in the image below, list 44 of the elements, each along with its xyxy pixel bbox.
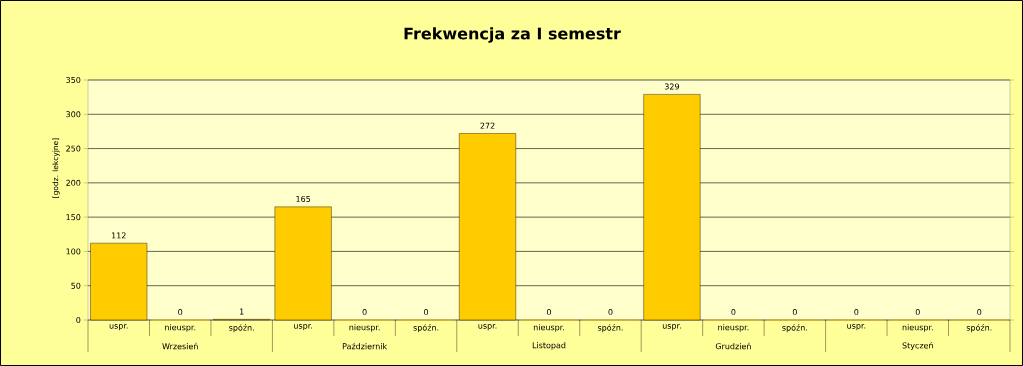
data-label: 0 [178,309,183,316]
x-tick-label: nieuspr. [902,324,933,332]
y-tick-label: 50 [71,282,81,289]
x-tick-label: nieuspr. [718,324,749,332]
text: Styczeń [902,341,933,351]
data-label: 0 [424,309,429,316]
text: Wrzesień [162,342,198,350]
data-label: 0 [854,309,859,316]
x-tick-label: uspr. [478,324,497,331]
data-label: 0 [608,309,613,316]
data-label: 0 [792,309,797,316]
x-tick-label: spóźn. [782,324,807,333]
data-label: 0 [977,309,982,316]
x-tick-label: nieuspr. [533,324,564,332]
x-tick-label: spóźn. [229,324,254,333]
x-tick-label: uspr. [847,324,866,331]
text: Październik [342,342,388,350]
y-tick-label: 150 [66,214,81,221]
data-label: 0 [915,309,920,316]
data-label: 0 [731,309,736,316]
y-tick-label: 350 [66,76,81,84]
y-tick-label: 300 [66,111,81,118]
x-tick-label: uspr. [294,324,312,331]
x-tick-label: spóźn. [966,324,992,333]
x-tick-label: spóźn. [413,324,439,333]
data-label: 272 [480,122,495,129]
x-tick-label: uspr. [109,324,128,331]
x-tick-label: nieuspr. [165,324,196,332]
y-tick-label: 0 [76,316,81,324]
data-label: 0 [362,309,367,316]
y-tick-label: 250 [66,145,81,152]
text: Listopad [532,342,566,350]
data-label: 112 [111,232,126,239]
data-label: 165 [296,195,311,202]
data-label: 329 [664,83,680,90]
x-tick-label: nieuspr. [349,324,380,332]
y-tick-label: 100 [66,248,81,255]
data-label: 1 [240,308,244,315]
chart-title: Frekwencja za I semestr [404,27,621,43]
data-label: 0 [546,309,552,316]
text: Grudzień [715,342,751,350]
x-tick-label: spóźn. [597,324,623,333]
y-tick-label: 200 [66,179,81,186]
x-tick-label: uspr. [662,324,681,331]
